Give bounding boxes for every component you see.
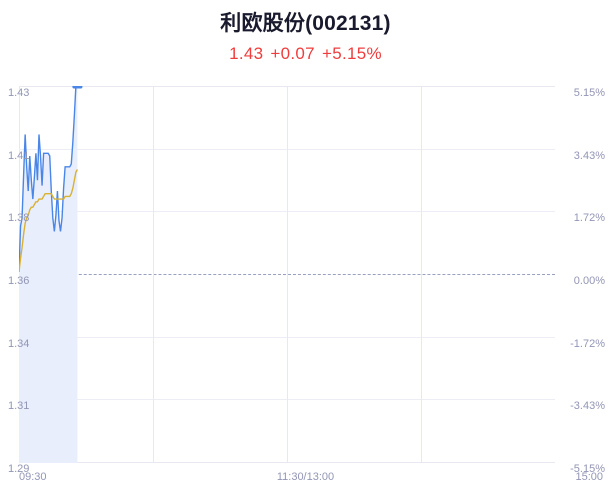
average-price-line	[19, 169, 79, 272]
y-tick-price: 1.29	[8, 463, 30, 475]
y-tick-price: 1.38	[8, 212, 30, 224]
vertical-gridline	[153, 86, 154, 463]
x-tick-close: 15:00	[575, 471, 603, 483]
vertical-gridline	[287, 86, 288, 463]
quote-summary: 1.43 +0.07 +5.15%	[0, 42, 611, 66]
intraday-chart: 1.43 1.41 1.38 1.36 1.34 1.31 1.29 5.15% 3.43% 1…	[0, 78, 611, 492]
page-title: 利欧股份(002131)	[220, 12, 391, 35]
price-change-percent: +5.15%	[321, 44, 382, 63]
y-tick-percent: 5.15%	[573, 87, 605, 99]
x-tick-midday: 11:30/13:00	[276, 471, 335, 483]
y-tick-price: 1.31	[8, 400, 30, 412]
price-line	[19, 86, 78, 272]
vertical-gridline	[421, 86, 422, 463]
last-price-marker	[72, 86, 83, 89]
chart-header: 利欧股份(002131) 1.43 +0.07 +5.15%	[0, 0, 611, 66]
y-tick-price: 1.36	[8, 275, 30, 287]
y-tick-price: 1.41	[8, 150, 30, 162]
plot-area	[19, 86, 555, 463]
y-tick-percent: -3.43%	[570, 400, 605, 412]
y-tick-price: 1.43	[8, 87, 30, 99]
y-tick-percent: -1.72%	[570, 338, 605, 350]
y-tick-percent: 3.43%	[573, 150, 605, 162]
x-axis-labels: 09:30 11:30/13:00 15:00	[0, 470, 611, 488]
current-price: 1.43	[229, 44, 264, 63]
y-tick-percent: 1.72%	[573, 212, 605, 224]
y-tick-price: 1.34	[8, 338, 30, 350]
y-tick-percent: -5.15%	[570, 463, 605, 475]
price-area-fill	[19, 86, 78, 463]
price-series-svg	[19, 86, 83, 463]
x-tick-open: 09:30	[19, 471, 47, 483]
y-tick-percent: 0.00%	[573, 275, 605, 287]
price-change: +0.07	[270, 44, 315, 63]
